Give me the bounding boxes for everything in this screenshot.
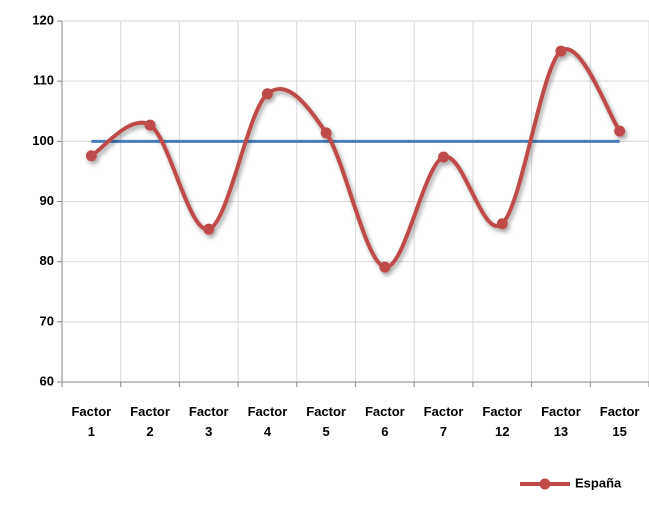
marker	[555, 45, 567, 57]
marker	[496, 218, 508, 230]
y-tick-label: 60	[40, 373, 54, 388]
x-tick-label: Factor 13	[541, 404, 581, 439]
x-tick-label: Factor 12	[482, 404, 523, 439]
x-tick-label: Factor 2	[130, 404, 170, 439]
y-tick-label: 100	[32, 133, 54, 148]
x-tick-label: Factor 3	[188, 404, 229, 439]
x-tick-label: Factor 6	[364, 404, 405, 439]
x-tick-label: Factor 4	[247, 404, 288, 439]
x-tick-label: Factor 7	[423, 404, 464, 439]
line	[90, 47, 622, 270]
marker	[379, 261, 391, 273]
marker	[438, 151, 450, 163]
marker	[614, 125, 626, 137]
legend-marker	[539, 478, 551, 490]
marker	[320, 127, 332, 139]
x-tick-label: Factor 1	[71, 404, 112, 439]
x-tick-label: Factor 5	[306, 404, 346, 439]
marker	[144, 119, 156, 131]
x-tick-label: Factor 15	[599, 404, 640, 439]
y-tick-label: 70	[40, 313, 54, 328]
legend-label: España	[575, 475, 622, 490]
y-tick-label: 80	[40, 253, 54, 268]
y-tick-label: 110	[33, 73, 54, 88]
y-tick-label: 90	[40, 193, 54, 208]
marker	[85, 150, 97, 162]
marker	[203, 223, 215, 235]
series	[85, 45, 626, 273]
y-tick-label: 120	[32, 12, 54, 27]
marker	[261, 88, 273, 100]
